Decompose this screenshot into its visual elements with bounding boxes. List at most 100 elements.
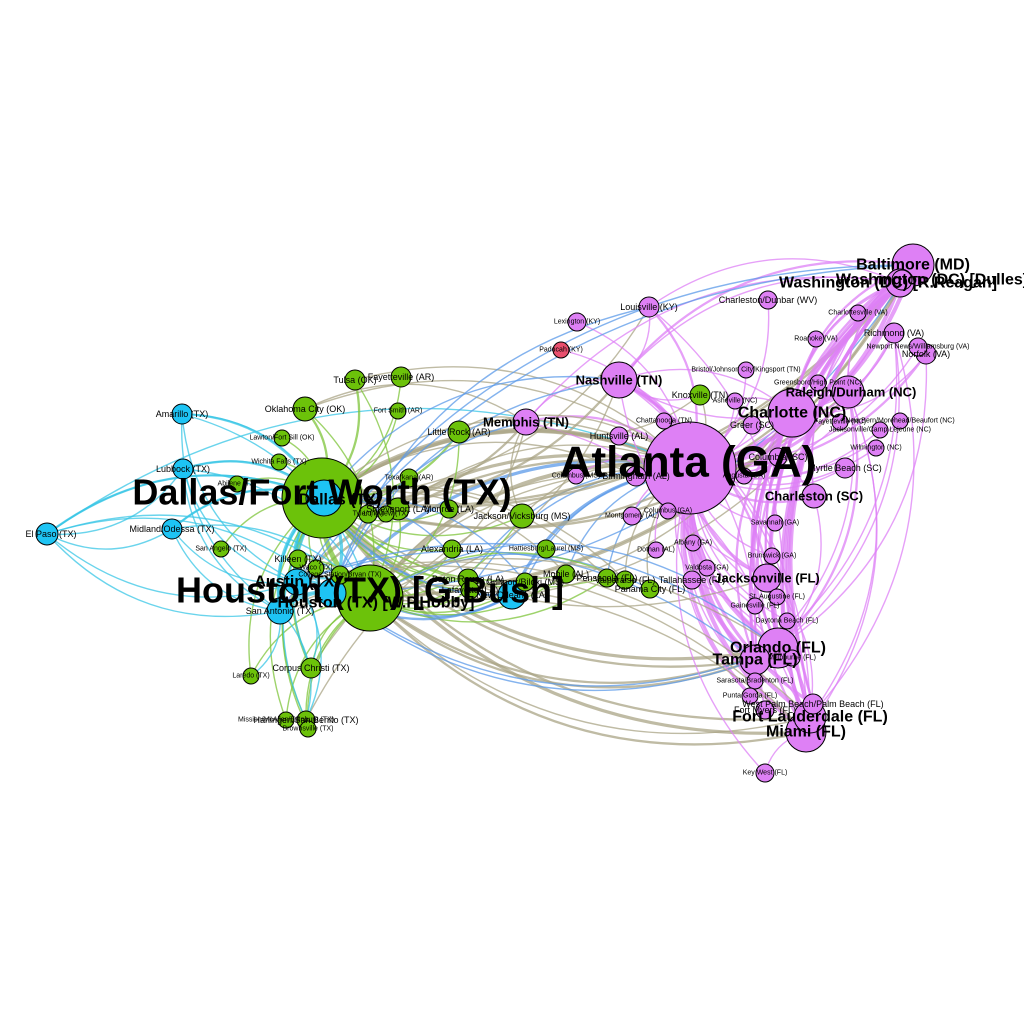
node-dab[interactable]: [778, 612, 796, 630]
node-myr[interactable]: [834, 457, 856, 479]
node-gnv[interactable]: [746, 597, 764, 615]
node-avl[interactable]: [726, 392, 744, 410]
label-tys: Knoxville (TN): [672, 390, 729, 400]
node-bhm[interactable]: [625, 465, 647, 487]
node-sav[interactable]: [766, 514, 784, 532]
node-lrd[interactable]: [242, 667, 260, 685]
node-mob[interactable]: [556, 564, 576, 584]
node-phf[interactable]: [908, 337, 928, 357]
node-pib[interactable]: [536, 539, 556, 559]
node-ric[interactable]: [883, 322, 905, 344]
node-jan[interactable]: [509, 503, 535, 529]
node-mgm[interactable]: [622, 506, 642, 526]
node-roa[interactable]: [807, 330, 825, 348]
node-ama[interactable]: [171, 403, 193, 425]
node-tyr[interactable]: [358, 504, 378, 524]
node-gso[interactable]: [809, 374, 827, 392]
node-xna[interactable]: [390, 366, 412, 388]
node-ggg[interactable]: [377, 505, 395, 523]
node-tlh[interactable]: [682, 570, 702, 590]
node-pah[interactable]: [552, 341, 570, 359]
node-gpt[interactable]: [515, 572, 535, 592]
node-atl[interactable]: [643, 421, 737, 515]
node-sjt[interactable]: [212, 540, 230, 558]
node-crp[interactable]: [300, 657, 322, 679]
node-csg[interactable]: [659, 502, 677, 520]
label-txk: Texarkana (AR): [385, 475, 434, 482]
node-eyw[interactable]: [755, 763, 775, 783]
node-rsw[interactable]: [755, 700, 775, 720]
node-ecp[interactable]: [640, 579, 660, 599]
node-oaj[interactable]: [871, 421, 889, 439]
node-ags[interactable]: [735, 467, 753, 485]
node-lft[interactable]: [460, 580, 480, 600]
label-ust: St. Augustine (FL): [749, 594, 805, 601]
node-cll[interactable]: [330, 565, 350, 585]
node-pgd[interactable]: [741, 687, 759, 705]
node-dhn[interactable]: [647, 541, 665, 559]
node-sat[interactable]: [266, 597, 294, 625]
node-srq[interactable]: [746, 672, 764, 690]
label-act: Waco (TX): [299, 565, 332, 572]
node-aex[interactable]: [442, 539, 462, 559]
label-maf: Midland/Odessa (TX): [129, 524, 214, 534]
node-aus[interactable]: [283, 568, 311, 596]
node-okc[interactable]: [292, 396, 318, 422]
node-ust[interactable]: [768, 588, 786, 606]
node-lbb[interactable]: [172, 458, 194, 480]
node-dal[interactable]: [305, 479, 343, 517]
label-ilE: Killeen (TX): [274, 554, 321, 564]
node-bro[interactable]: [299, 720, 317, 738]
label-myr: Myrtle Beach (SC): [808, 463, 882, 473]
node-crw[interactable]: [758, 290, 778, 310]
node-bna[interactable]: [600, 361, 638, 399]
node-cae[interactable]: [768, 447, 788, 467]
node-abY[interactable]: [684, 534, 702, 552]
node-ewn[interactable]: [891, 412, 909, 430]
label-abi: Abilene (TX): [218, 481, 257, 488]
node-chs[interactable]: [801, 483, 827, 509]
node-ilm[interactable]: [867, 439, 885, 457]
edge-fll-rdu: [809, 391, 878, 718]
node-gtr[interactable]: [567, 467, 585, 485]
node-pbi[interactable]: [802, 693, 824, 715]
node-txk[interactable]: [399, 468, 419, 488]
node-iad[interactable]: [891, 269, 913, 291]
label-cll: College Station/Bryan (TX): [298, 572, 381, 579]
node-vld[interactable]: [698, 559, 716, 577]
node-fay[interactable]: [831, 413, 849, 431]
node-lex[interactable]: [567, 312, 587, 332]
node-law[interactable]: [273, 429, 291, 447]
node-elp[interactable]: [35, 522, 59, 546]
label-rsw: Fort Myers (FL): [734, 705, 796, 715]
node-cho[interactable]: [849, 304, 867, 322]
node-rdu[interactable]: [831, 375, 865, 409]
node-sdf[interactable]: [638, 296, 660, 318]
node-maf[interactable]: [161, 518, 183, 540]
node-ilE[interactable]: [288, 549, 308, 569]
label-aus: Austin (TX): [254, 574, 339, 591]
node-tys[interactable]: [689, 384, 711, 406]
node-bqk[interactable]: [763, 547, 781, 565]
node-abi[interactable]: [228, 475, 246, 493]
node-jax[interactable]: [752, 563, 782, 593]
node-tul[interactable]: [344, 369, 366, 391]
node-clt[interactable]: [767, 388, 817, 438]
node-fsm[interactable]: [389, 402, 407, 420]
label-clt: Charlotte (NC): [738, 405, 846, 422]
node-lit[interactable]: [447, 420, 471, 444]
label-pgd: Punta Gorda (FL): [723, 693, 777, 700]
node-act[interactable]: [307, 559, 325, 577]
node-mlu[interactable]: [439, 499, 459, 519]
node-tri[interactable]: [737, 361, 755, 379]
node-gsp[interactable]: [742, 415, 762, 435]
node-mfe[interactable]: [277, 711, 295, 729]
node-mem[interactable]: [512, 408, 540, 436]
node-cha[interactable]: [655, 412, 673, 430]
label-dhn: Dothan (AL): [637, 547, 675, 554]
label-ric: Richmond (VA): [864, 328, 924, 338]
node-mlb[interactable]: [783, 649, 801, 667]
node-vps[interactable]: [615, 570, 635, 590]
node-hsv[interactable]: [609, 426, 629, 446]
node-sps[interactable]: [270, 453, 288, 471]
